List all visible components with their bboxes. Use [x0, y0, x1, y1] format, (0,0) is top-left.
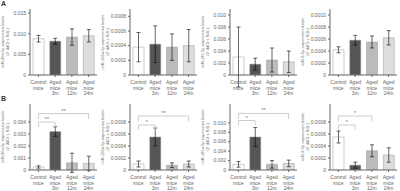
svg-text:**: ** — [261, 107, 266, 113]
svg-text:miR-20a-5p expression levels(2: miR-20a-5p expression levels(2⁻ddCt ± S.… — [8, 111, 10, 164]
svg-text:miR-9-5p expression levels(2⁻d: miR-9-5p expression levels(2⁻ddCt ± S.D.… — [300, 113, 310, 161]
svg-text:Agedmice24m: Agedmice24m — [183, 174, 195, 190]
svg-text:Agedmice12m: Agedmice12m — [66, 79, 78, 95]
svg-text:Agedmice3m: Agedmice3m — [349, 174, 361, 190]
svg-text:Controlmice: Controlmice — [330, 174, 346, 186]
svg-text:Controlmice: Controlmice — [30, 174, 46, 186]
svg-text:0: 0 — [23, 72, 26, 78]
svg-text:Agedmice12m: Agedmice12m — [366, 174, 378, 190]
svg-text:*: * — [354, 110, 357, 116]
svg-text:miR-20a-5p expression levels(2: miR-20a-5p expression levels(2⁻ddCt ± S.… — [8, 16, 10, 69]
svg-text:Agedmice24m: Agedmice24m — [383, 79, 392, 95]
svg-text:Agedmice3m: Agedmice3m — [249, 79, 261, 95]
svg-text:*: * — [146, 119, 149, 125]
svg-text:0.010: 0.010 — [213, 12, 226, 18]
html-text:miR-20a-5p expression levels: miR-20a-5p expression levels — [0, 15, 5, 69]
svg-text:0.0008: 0.0008 — [311, 24, 327, 30]
svg-text:Agedmice12m: Agedmice12m — [166, 174, 178, 190]
svg-text:miR-9-5p expression levels(2⁻d: miR-9-5p expression levels(2⁻ddCt ± S.D.… — [300, 18, 310, 66]
svg-text:miR-106a-5p expression levels(: miR-106a-5p expression levels(2⁻ddCt ± S… — [100, 110, 110, 165]
svg-text:Controlmice: Controlmice — [130, 174, 146, 186]
svg-text:*: * — [346, 119, 349, 125]
svg-text:Agedmice24m: Agedmice24m — [183, 79, 195, 95]
svg-text:0.0008: 0.0008 — [111, 119, 127, 125]
svg-text:0: 0 — [23, 167, 26, 173]
svg-text:Agedmice3m: Agedmice3m — [149, 79, 161, 95]
svg-text:0.0008: 0.0008 — [111, 13, 127, 19]
svg-text:0.002: 0.002 — [13, 143, 26, 149]
svg-text:0.0002: 0.0002 — [111, 155, 127, 161]
svg-text:Agedmice12m: Agedmice12m — [66, 174, 78, 190]
svg-text:Agedmice12m: Agedmice12m — [266, 79, 278, 95]
svg-text:0.0006: 0.0006 — [311, 36, 327, 42]
html-text:miR-20a-5p expression levels: miR-20a-5p expression levels — [0, 110, 5, 164]
svg-text:Agedmice12m: Agedmice12m — [366, 79, 378, 95]
svg-text:Controlmice: Controlmice — [230, 174, 246, 186]
svg-text:Agedmice24m: Agedmice24m — [283, 79, 295, 95]
svg-text:0.0002: 0.0002 — [311, 60, 327, 66]
svg-text:0.008: 0.008 — [213, 129, 226, 135]
svg-text:**: ** — [44, 116, 49, 122]
svg-text:Controlmice: Controlmice — [330, 79, 346, 91]
svg-text:0: 0 — [323, 167, 326, 173]
svg-text:Agedmice3m: Agedmice3m — [149, 174, 161, 190]
svg-text:**: ** — [161, 110, 166, 116]
svg-text:0.0008: 0.0008 — [311, 119, 327, 125]
svg-text:0.0004: 0.0004 — [311, 48, 327, 54]
svg-text:Agedmice3m: Agedmice3m — [49, 174, 61, 190]
svg-text:0.004: 0.004 — [213, 48, 226, 54]
svg-text:0.0006: 0.0006 — [111, 131, 127, 137]
svg-text:0: 0 — [223, 72, 226, 78]
svg-text:Agedmice12m: Agedmice12m — [166, 79, 178, 95]
svg-text:Agedmice3m: Agedmice3m — [249, 174, 261, 190]
svg-text:Agedmice3m: Agedmice3m — [349, 79, 361, 95]
svg-text:0.0006: 0.0006 — [111, 28, 127, 34]
svg-text:0.002: 0.002 — [213, 157, 226, 163]
svg-text:miR-106a-5p expression levels(: miR-106a-5p expression levels(2⁻ddCt ± S… — [100, 15, 110, 70]
svg-text:*: * — [246, 115, 249, 121]
svg-text:0.0002: 0.0002 — [311, 155, 327, 161]
svg-text:0.0010: 0.0010 — [311, 12, 327, 18]
svg-text:0: 0 — [123, 72, 126, 78]
svg-text:0.015: 0.015 — [13, 10, 26, 16]
svg-text:**: ** — [61, 108, 66, 114]
svg-text:Controlmice: Controlmice — [230, 79, 246, 91]
svg-text:0: 0 — [223, 167, 226, 173]
svg-text:0.004: 0.004 — [213, 148, 226, 154]
svg-text:Agedmice24m: Agedmice24m — [383, 174, 392, 190]
svg-text:0.0006: 0.0006 — [311, 131, 327, 137]
svg-text:miR-181a-5p expression levels(: miR-181a-5p expression levels(2⁻ddCt ± S… — [200, 110, 210, 165]
svg-text:0.003: 0.003 — [13, 131, 26, 137]
svg-text:0.010: 0.010 — [213, 120, 226, 126]
svg-text:Agedmice24m: Agedmice24m — [83, 174, 95, 190]
svg-text:0.006: 0.006 — [213, 36, 226, 42]
svg-text:0.005: 0.005 — [13, 51, 26, 57]
html-text:B: B — [1, 95, 7, 102]
svg-text:0.001: 0.001 — [13, 155, 26, 161]
svg-text:0: 0 — [323, 72, 326, 78]
svg-text:0: 0 — [123, 167, 126, 173]
svg-text:0.0004: 0.0004 — [311, 143, 327, 149]
svg-text:Agedmice12m: Agedmice12m — [266, 174, 278, 190]
svg-text:0.0004: 0.0004 — [111, 143, 127, 149]
svg-text:Agedmice24m: Agedmice24m — [283, 174, 295, 190]
svg-text:0.008: 0.008 — [213, 24, 226, 30]
svg-text:0.004: 0.004 — [13, 119, 26, 125]
svg-text:Controlmice: Controlmice — [130, 79, 146, 91]
svg-text:0.010: 0.010 — [13, 31, 26, 37]
svg-text:miR-181-5p expression levels(2: miR-181-5p expression levels(2⁻ddCt ± S.… — [200, 16, 210, 69]
svg-text:0.0002: 0.0002 — [111, 57, 127, 63]
svg-text:0.002: 0.002 — [213, 60, 226, 66]
html-text:A: A — [1, 0, 7, 7]
svg-text:0.0004: 0.0004 — [111, 42, 127, 48]
svg-text:Controlmice: Controlmice — [30, 79, 46, 91]
svg-text:0.006: 0.006 — [213, 138, 226, 144]
svg-text:Agedmice3m: Agedmice3m — [49, 79, 61, 95]
svg-text:Agedmice24m: Agedmice24m — [83, 79, 95, 95]
